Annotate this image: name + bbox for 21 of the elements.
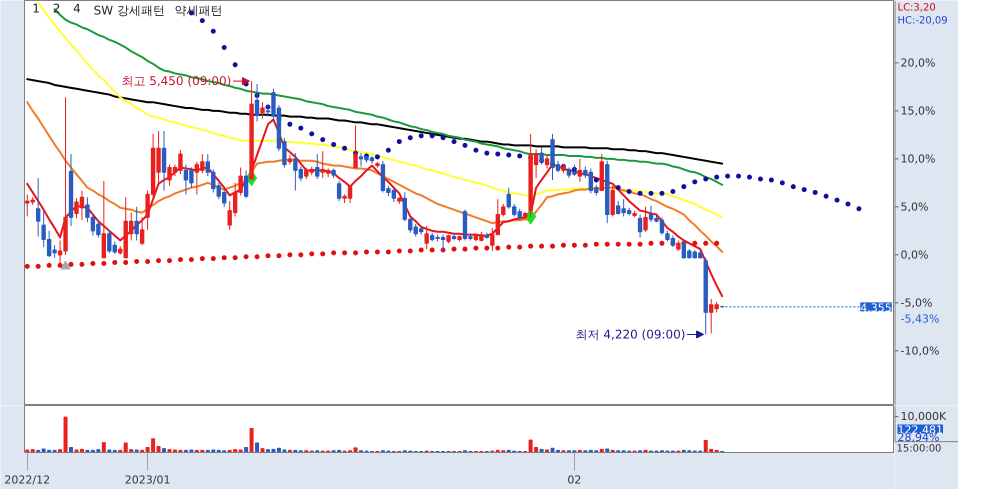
y-axis-title: 4,355 <box>860 301 892 314</box>
text: HC:-20,09 <box>898 16 948 26</box>
y-tick-label: -5,0% <box>900 296 932 310</box>
y-tick-label: 20,0% <box>900 56 936 70</box>
x-axis-title: 15:00:00 <box>896 444 942 455</box>
y-tick-label: -10,0% <box>900 344 940 358</box>
text: LC:3,20 <box>898 2 936 14</box>
y-tick-label: 5,0% <box>900 200 928 214</box>
ref-line-label: -5,43% <box>900 312 940 326</box>
y-tick-label: 0,0% <box>900 248 928 262</box>
annotation: 최저 4,220 (09:00) <box>576 327 686 342</box>
x-tick-label: 2023/01 <box>124 474 170 486</box>
x-tick-label: 2022/12 <box>4 474 50 486</box>
x-tick-label: 02 <box>567 474 582 486</box>
y-tick-label: 15,0% <box>900 104 936 118</box>
text: 10,000K <box>900 410 947 424</box>
annotation: 1 <box>32 2 40 16</box>
annotation: SW 강세패턴 <box>94 4 165 18</box>
annotation: 약세패턴 <box>174 4 222 18</box>
annotation: 4 <box>73 2 81 16</box>
y-tick-label: 10,0% <box>900 152 936 166</box>
